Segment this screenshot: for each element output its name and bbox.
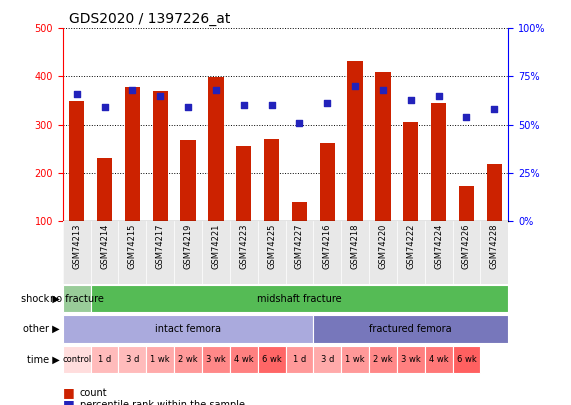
Text: fractured femora: fractured femora (369, 324, 452, 334)
Point (323, 100, 332, 107)
Bar (124, 87, 140, 221)
Bar (313, 315, 508, 343)
Text: 2 wk: 2 wk (373, 355, 393, 364)
Text: no fracture: no fracture (50, 294, 104, 304)
Bar (230, 346, 258, 373)
Bar (347, 61, 363, 221)
Point (100, 104, 109, 111)
Bar (174, 346, 202, 373)
Text: 1 wk: 1 wk (150, 355, 170, 364)
Bar (236, 146, 251, 221)
Text: 4 wk: 4 wk (234, 355, 254, 364)
Bar (63, 346, 91, 373)
Bar (459, 186, 474, 221)
Text: GSM74215: GSM74215 (128, 224, 137, 269)
Text: GDS2020 / 1397226_at: GDS2020 / 1397226_at (69, 12, 230, 26)
Point (239, 102, 248, 109)
Bar (146, 346, 174, 373)
Point (72, 91, 81, 97)
Text: ■: ■ (63, 386, 75, 399)
Bar (425, 346, 452, 373)
Text: percentile rank within the sample: percentile rank within the sample (80, 400, 245, 405)
Text: 1 d: 1 d (293, 355, 306, 364)
Text: 1 d: 1 d (98, 355, 111, 364)
Text: 3 d: 3 d (126, 355, 139, 364)
Text: count: count (80, 388, 107, 398)
Text: GSM74226: GSM74226 (462, 224, 471, 269)
Bar (369, 346, 397, 373)
Text: 6 wk: 6 wk (457, 355, 476, 364)
Text: GSM74218: GSM74218 (351, 224, 360, 269)
Text: GSM74216: GSM74216 (323, 224, 332, 269)
Point (211, 87, 220, 93)
Point (462, 113, 471, 120)
Point (183, 104, 192, 111)
Text: 3 d: 3 d (320, 355, 334, 364)
Bar (320, 143, 335, 221)
Bar (403, 122, 419, 221)
Text: GSM74227: GSM74227 (295, 224, 304, 269)
Point (406, 96, 415, 103)
Bar (152, 91, 168, 221)
Text: GSM74219: GSM74219 (183, 224, 192, 269)
Bar (341, 346, 369, 373)
Text: GSM74213: GSM74213 (72, 224, 81, 269)
Text: shock ▶: shock ▶ (21, 294, 60, 304)
Bar (453, 346, 480, 373)
Bar (313, 346, 341, 373)
Bar (258, 346, 286, 373)
Text: 1 wk: 1 wk (345, 355, 365, 364)
Point (128, 87, 137, 93)
Bar (286, 346, 313, 373)
Text: 4 wk: 4 wk (429, 355, 448, 364)
Point (351, 83, 360, 90)
Point (295, 119, 304, 126)
Text: GSM74222: GSM74222 (406, 224, 415, 269)
Text: GSM74223: GSM74223 (239, 224, 248, 269)
Bar (97, 158, 112, 221)
Text: other ▶: other ▶ (23, 324, 60, 334)
Text: GSM74220: GSM74220 (379, 224, 388, 269)
Text: GSM74217: GSM74217 (156, 224, 165, 269)
Bar (208, 77, 224, 221)
Point (156, 92, 165, 99)
Point (434, 92, 443, 99)
Text: 3 wk: 3 wk (206, 355, 226, 364)
Bar (292, 202, 307, 221)
Bar (431, 103, 447, 221)
Text: intact femora: intact femora (155, 324, 221, 334)
Bar (63, 285, 91, 312)
Bar (180, 140, 196, 221)
Text: 6 wk: 6 wk (262, 355, 282, 364)
Text: midshaft fracture: midshaft fracture (257, 294, 341, 304)
Text: GSM74228: GSM74228 (490, 224, 499, 269)
Bar (69, 101, 85, 221)
Point (267, 102, 276, 109)
Text: 3 wk: 3 wk (401, 355, 421, 364)
Bar (397, 346, 425, 373)
Bar (375, 72, 391, 221)
Text: control: control (62, 355, 91, 364)
Text: ■: ■ (63, 399, 75, 405)
Text: 2 wk: 2 wk (178, 355, 198, 364)
Bar (486, 164, 502, 221)
Text: GSM74225: GSM74225 (267, 224, 276, 269)
Bar (63, 315, 313, 343)
Point (490, 106, 499, 112)
Text: GSM74224: GSM74224 (434, 224, 443, 269)
Text: GSM74221: GSM74221 (211, 224, 220, 269)
Bar (202, 346, 230, 373)
Text: GSM74214: GSM74214 (100, 224, 109, 269)
Point (379, 87, 388, 93)
Bar (119, 346, 146, 373)
Bar (91, 346, 119, 373)
Bar (264, 139, 279, 221)
Text: time ▶: time ▶ (27, 354, 60, 364)
